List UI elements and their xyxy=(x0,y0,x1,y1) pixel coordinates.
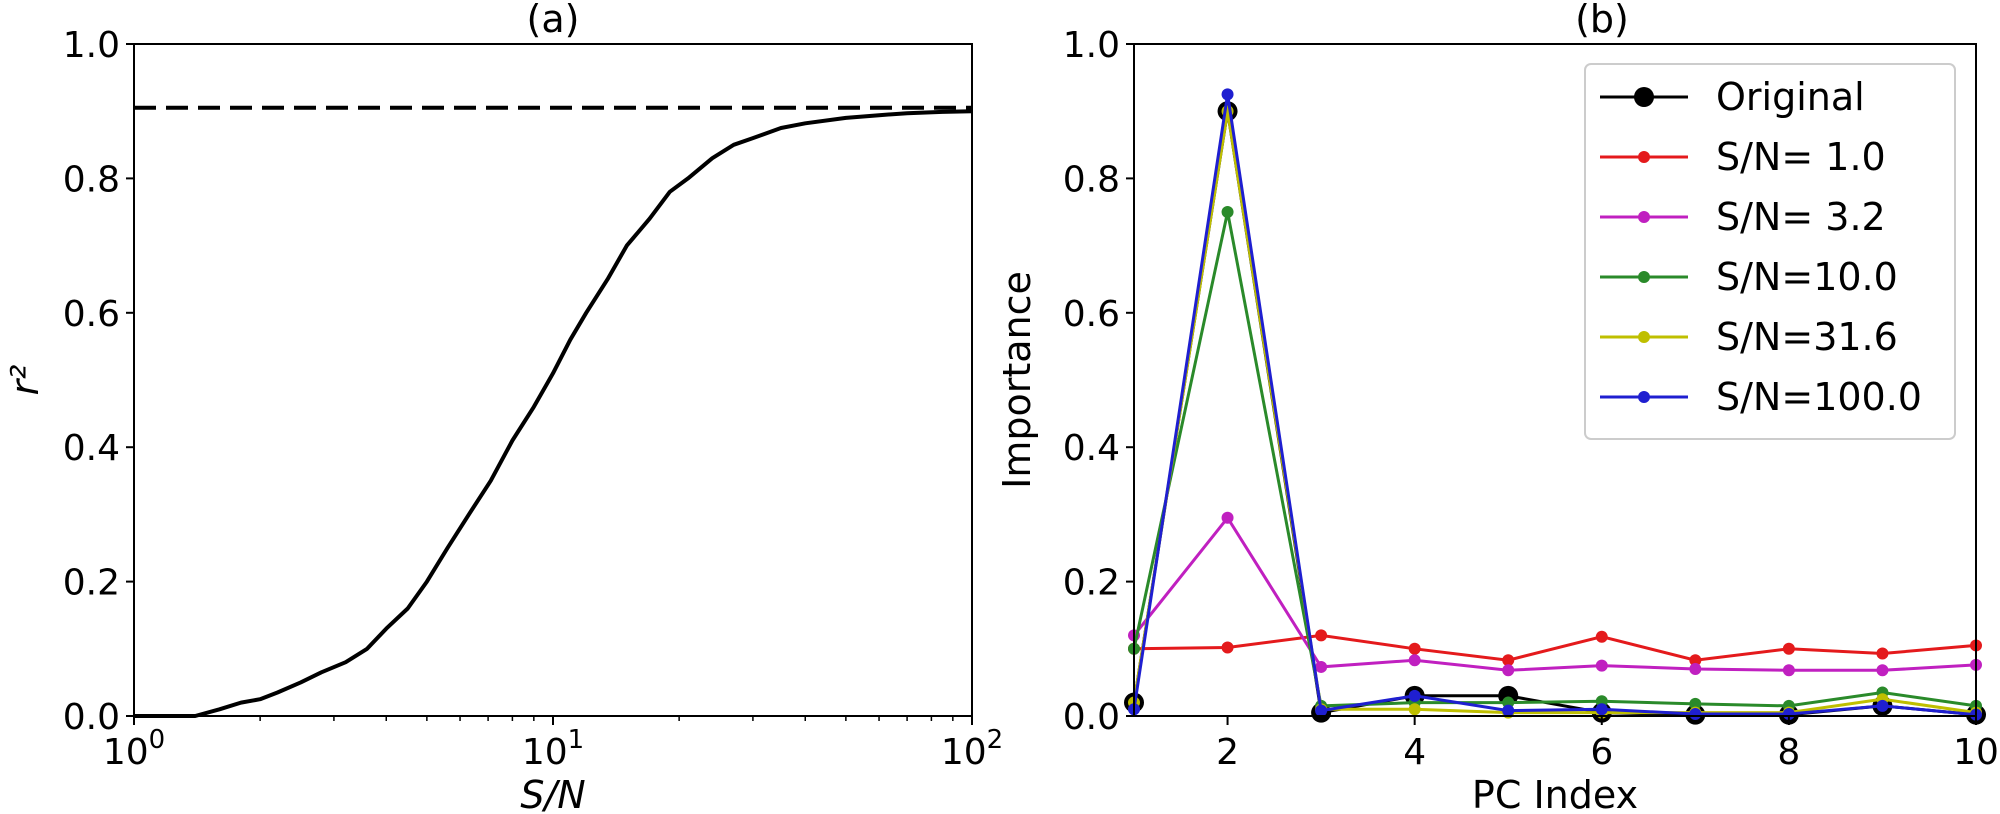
y-tick-label: 0.0 xyxy=(63,697,120,738)
panel-b-chart: (b) 0.0 0.2 0.4 0.6 0.8 1.0 2 4 6 8 10 PC Index I… xyxy=(995,0,1999,814)
panel-a-y-ticks: 0.0 0.2 0.4 0.6 0.8 1.0 xyxy=(63,25,134,738)
x-tick-label: 8 xyxy=(1777,732,1800,773)
panel-b-x-ticks: 2 4 6 8 10 xyxy=(1216,716,1999,773)
legend-item: S/N= 3.2 xyxy=(1600,195,1886,239)
data-point xyxy=(1221,511,1234,524)
data-point xyxy=(1221,88,1234,101)
data-point xyxy=(1502,704,1515,717)
panel-a-title: (a) xyxy=(527,0,580,41)
legend-label: S/N= 3.2 xyxy=(1716,195,1886,239)
panel-b-x-label: PC Index xyxy=(1472,773,1638,814)
legend-marker xyxy=(1638,271,1650,283)
legend-label: S/N=31.6 xyxy=(1716,315,1898,359)
legend-marker xyxy=(1638,211,1650,223)
y-tick-label: 0.8 xyxy=(63,159,120,200)
data-point xyxy=(1595,630,1608,643)
data-point xyxy=(1408,642,1421,655)
data-point xyxy=(1408,654,1421,667)
legend-item: Original xyxy=(1600,75,1865,119)
panel-b-plot-area xyxy=(1124,88,1986,725)
data-point xyxy=(1408,689,1421,702)
y-tick-label: 0.4 xyxy=(63,428,120,469)
r2-curve-line xyxy=(134,109,973,718)
y-tick-label: 1.0 xyxy=(1063,25,1120,66)
panel-b-legend: Original S/N= 1.0 S/N= 3.2 S/N=10.0 S/N=31.6… xyxy=(1584,63,1956,440)
panel-a-x-ticks: 100 101 102 xyxy=(103,716,1003,773)
series-line xyxy=(1132,94,1977,717)
legend-marker xyxy=(1638,391,1650,403)
legend-item: S/N=100.0 xyxy=(1600,375,1922,419)
data-point xyxy=(1782,664,1795,677)
legend-label: S/N=100.0 xyxy=(1716,375,1922,419)
legend-item: S/N= 1.0 xyxy=(1600,135,1886,179)
legend-marker xyxy=(1638,151,1650,163)
x-tick-label: 10 xyxy=(1953,732,1999,773)
legend-label: S/N=10.0 xyxy=(1716,255,1898,299)
x-tick-label: 6 xyxy=(1590,732,1613,773)
panel-a-chart: (a) 0.0 0.2 0.4 0.6 0.8 1.0 100 101 102 S/N r² xyxy=(3,0,1003,814)
x-tick-label: 4 xyxy=(1403,732,1426,773)
legend-marker xyxy=(1634,87,1654,107)
data-point xyxy=(1408,703,1421,716)
series-line xyxy=(1133,633,1977,662)
data-point xyxy=(1689,662,1702,675)
data-point xyxy=(1221,206,1234,218)
legend-marker xyxy=(1638,331,1650,343)
data-point xyxy=(1782,642,1795,655)
panel-b-title: (b) xyxy=(1575,0,1629,41)
series-2 xyxy=(1128,629,1982,667)
series-line xyxy=(1132,515,1977,672)
series-6 xyxy=(1128,88,1982,721)
y-tick-label: 0.6 xyxy=(1063,294,1120,335)
data-point xyxy=(1502,654,1515,667)
data-point xyxy=(1595,703,1608,716)
panel-a-plot-area xyxy=(134,105,973,718)
series-3 xyxy=(1128,511,1982,677)
data-point xyxy=(1689,697,1702,710)
x-tick-label: 100 xyxy=(103,725,165,773)
data-point xyxy=(1315,660,1328,673)
x-tick-label: 2 xyxy=(1216,732,1239,773)
legend-label: Original xyxy=(1716,75,1865,119)
data-point xyxy=(1876,647,1889,660)
data-point xyxy=(1315,704,1328,717)
y-tick-label: 0.4 xyxy=(1063,428,1120,469)
data-point xyxy=(1876,664,1889,677)
data-point xyxy=(1689,707,1702,720)
data-point xyxy=(1876,699,1889,712)
legend-item: S/N=31.6 xyxy=(1600,315,1898,359)
series-line xyxy=(1132,211,1977,708)
x-tick-label: 102 xyxy=(941,725,1003,773)
y-tick-label: 0.2 xyxy=(63,563,120,604)
data-point xyxy=(1315,629,1328,642)
y-tick-label: 0.0 xyxy=(1063,697,1120,738)
panel-a-x-label: S/N xyxy=(520,773,585,814)
panel-a-frame xyxy=(133,43,973,717)
y-tick-label: 0.2 xyxy=(1063,563,1120,604)
data-point xyxy=(1595,659,1608,672)
y-tick-label: 1.0 xyxy=(63,25,120,66)
panel-b-frame xyxy=(1133,43,1977,717)
y-tick-label: 0.6 xyxy=(63,294,120,335)
x-tick-label: 101 xyxy=(522,725,584,773)
panel-b-y-ticks: 0.0 0.2 0.4 0.6 0.8 1.0 xyxy=(1063,25,1134,738)
panel-b-y-label: Importance xyxy=(995,271,1039,489)
panel-a-y-label: r² xyxy=(3,365,47,396)
legend-item: S/N=10.0 xyxy=(1600,255,1898,299)
y-tick-label: 0.8 xyxy=(1063,159,1120,200)
data-point xyxy=(1689,654,1702,667)
data-point xyxy=(1221,641,1234,654)
legend-label: S/N= 1.0 xyxy=(1716,135,1886,179)
data-point xyxy=(1502,664,1515,677)
